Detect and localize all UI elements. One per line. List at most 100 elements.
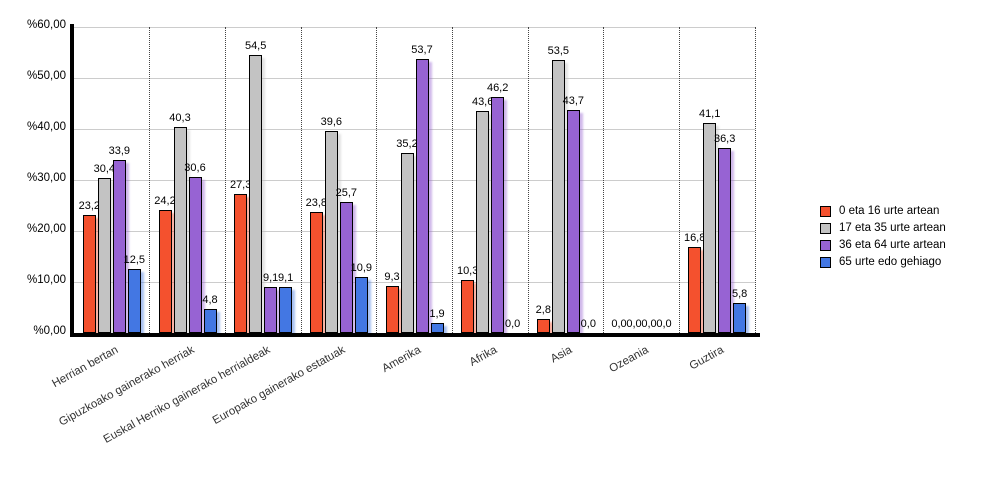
group-separator <box>603 27 605 333</box>
bar-value-label: 43,7 <box>562 95 585 108</box>
bar-value-label: 30,4 <box>93 162 116 175</box>
bar-value-label: 2,8 <box>535 303 551 316</box>
bar <box>385 285 399 333</box>
y-tick-label: %0,00 <box>33 325 66 337</box>
bar <box>551 60 565 333</box>
bar-value-label: 40,3 <box>169 112 191 125</box>
bar-value-label: 5,8 <box>732 288 748 301</box>
bar <box>430 323 444 333</box>
bar-value-label: 25,7 <box>335 186 358 199</box>
bar <box>249 55 263 333</box>
bar-value-label: 12,5 <box>123 254 146 267</box>
bar-value-label: 9,3 <box>384 270 400 283</box>
group-separator <box>300 27 302 333</box>
bar-value-label: 0,0 <box>656 318 672 330</box>
bar-value-label: 53,7 <box>411 44 433 57</box>
category-label: Herrian bertan <box>50 344 121 391</box>
bar-value-label: 0,0 <box>505 318 521 330</box>
group-separator <box>149 27 151 333</box>
bar-value-label: 23,8 <box>305 196 328 209</box>
bar <box>309 211 323 333</box>
bar <box>688 247 702 333</box>
y-axis <box>70 24 74 337</box>
bar-value-label: 24,2 <box>154 194 176 207</box>
bar <box>400 153 414 333</box>
category-label: Gipuzkoako gainerako herriak <box>56 344 197 429</box>
legend-swatch <box>820 222 831 234</box>
bar <box>566 110 580 333</box>
bar-value-label: 35,2 <box>396 138 418 151</box>
gridline <box>74 26 755 28</box>
bar-value-label: 9,1 <box>278 271 294 284</box>
group-separator <box>224 27 226 333</box>
legend-item: 65 urte edo gehiago <box>820 256 946 268</box>
y-tick-label: %40,00 <box>26 121 66 133</box>
gridline <box>74 179 755 181</box>
bar-value-label: 43,6 <box>471 95 494 108</box>
bar <box>279 286 293 333</box>
bar-value-label: 30,6 <box>184 161 206 174</box>
bar <box>354 277 368 333</box>
gridline <box>74 281 755 283</box>
gridline <box>74 128 755 130</box>
group-separator <box>451 27 453 333</box>
bar <box>188 176 202 333</box>
y-tick-label: %60,00 <box>26 19 66 31</box>
bar <box>97 177 111 333</box>
group-separator <box>678 27 680 333</box>
bar <box>339 201 353 333</box>
category-label: Asia <box>549 344 575 366</box>
y-tick-label: %20,00 <box>26 223 66 235</box>
bar-value-label: 9,1 <box>263 271 279 284</box>
group-separator <box>527 27 529 333</box>
bar <box>264 286 278 333</box>
bar-value-label: 0,0 <box>626 318 642 330</box>
bar-value-label: 16,8 <box>683 232 706 245</box>
bar-value-label: 36,3 <box>713 132 736 145</box>
category-label: Ozeania <box>607 344 651 376</box>
bar-value-label: 0,0 <box>580 318 596 330</box>
legend-item: 17 eta 35 urte artean <box>820 222 946 234</box>
category-label: Europako gainerako estatuak <box>210 344 348 428</box>
category-label: Amerika <box>380 344 424 375</box>
bar-value-label: 41,1 <box>698 108 721 121</box>
bar <box>173 127 187 333</box>
bar-value-label: 4,8 <box>202 293 218 306</box>
bar <box>461 280 475 333</box>
bar <box>203 308 217 333</box>
bar-value-label: 23,2 <box>78 199 101 212</box>
group-separator <box>376 27 378 333</box>
y-tick-label: %30,00 <box>26 172 66 184</box>
bar <box>112 160 126 333</box>
legend-label: 36 eta 64 urte artean <box>839 239 946 251</box>
bar <box>476 110 490 333</box>
bar-value-label: 0,0 <box>641 318 657 330</box>
gridline <box>74 230 755 232</box>
bar <box>415 59 429 333</box>
bar <box>234 193 248 333</box>
x-axis <box>70 333 760 337</box>
bar <box>158 209 172 333</box>
y-tick-label: %50,00 <box>26 70 66 82</box>
bar <box>127 269 141 333</box>
bar-value-label: 1,9 <box>429 308 445 321</box>
y-tick-label: %10,00 <box>26 274 66 286</box>
legend-swatch <box>820 205 831 217</box>
bar-value-label: 33,9 <box>108 145 131 158</box>
category-label: Afrika <box>467 344 499 369</box>
bar-value-label: 53,5 <box>547 45 570 58</box>
category-label: Guztira <box>687 344 726 373</box>
legend-label: 65 urte edo gehiago <box>839 256 942 268</box>
bar <box>324 131 338 333</box>
bar-value-label: 10,9 <box>350 262 373 275</box>
legend-label: 17 eta 35 urte artean <box>839 222 946 234</box>
bar <box>718 147 732 333</box>
legend-swatch <box>820 256 831 268</box>
bar <box>703 123 717 333</box>
legend-label: 0 eta 16 urte artean <box>839 205 940 217</box>
bar-value-label: 10,3 <box>456 265 479 278</box>
bar-value-label: 46,2 <box>486 82 509 95</box>
gridline <box>74 77 755 79</box>
